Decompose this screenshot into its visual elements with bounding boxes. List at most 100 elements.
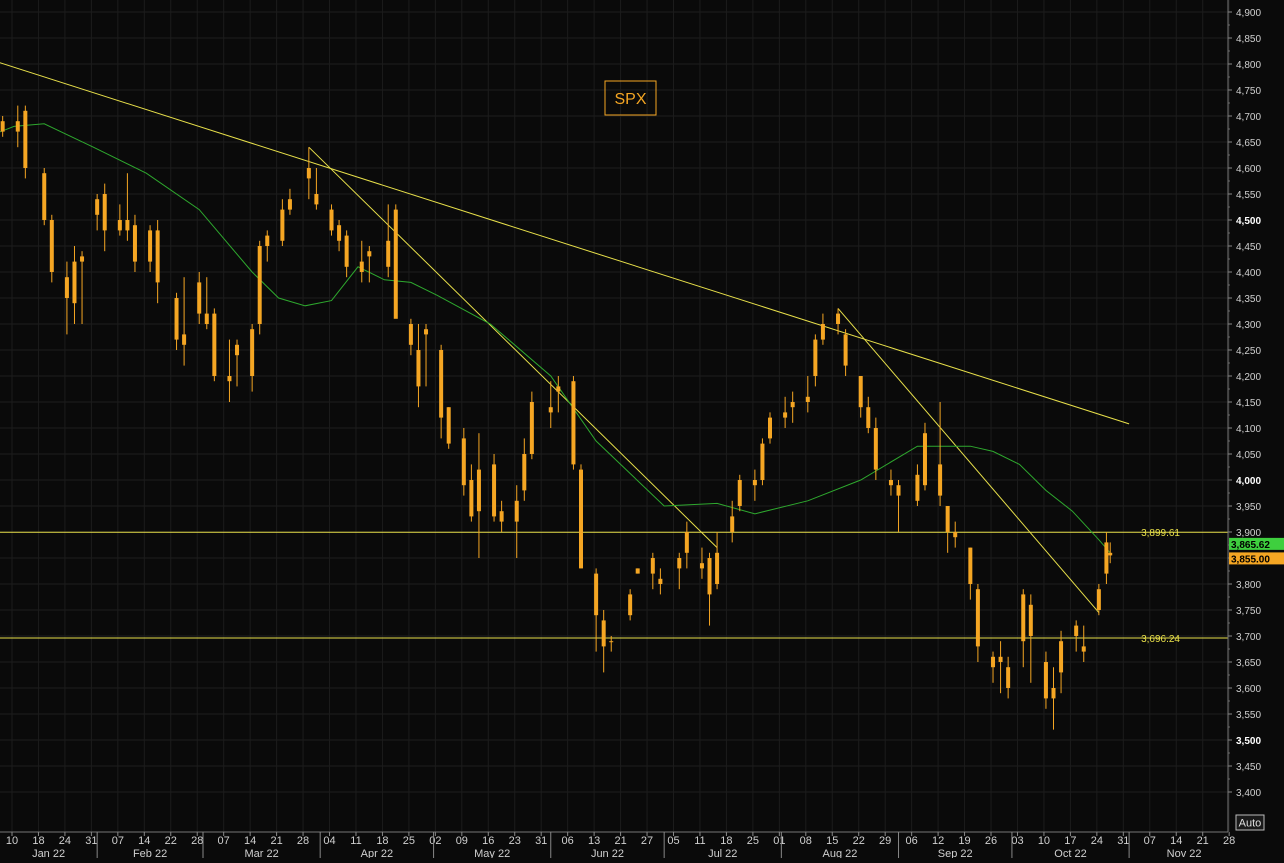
- y-tick-label: 4,200: [1236, 372, 1261, 383]
- candle-body: [424, 329, 429, 335]
- candle-body: [359, 261, 364, 272]
- candle-body: [896, 485, 901, 496]
- candle-body: [125, 220, 130, 231]
- x-tick-label: 14: [1170, 835, 1182, 847]
- candle-body: [915, 474, 920, 501]
- y-tick-label: 3,700: [1236, 632, 1261, 643]
- candle-body: [132, 225, 137, 262]
- ma-line: [0, 123, 1111, 554]
- candle-body: [469, 480, 474, 517]
- candle-body: [873, 428, 878, 470]
- x-tick-label: 10: [6, 835, 18, 847]
- y-tick-label: 4,750: [1236, 86, 1261, 97]
- x-month-label: Nov 22: [1167, 848, 1202, 858]
- candle-body: [968, 547, 973, 584]
- candle-body: [227, 376, 232, 382]
- x-tick-label: 06: [562, 835, 574, 847]
- candle-body: [768, 417, 772, 439]
- candle-body: [658, 578, 663, 584]
- candle-body: [329, 209, 334, 231]
- candle-body: [1028, 604, 1033, 636]
- x-tick-label: 14: [138, 835, 150, 847]
- candle-body: [888, 480, 893, 486]
- y-tick-label: 3,500: [1236, 736, 1261, 747]
- candle-body: [235, 344, 240, 356]
- x-axis: 10 18 24 31 07 14 22 28 07 14 21 28 04 11 18 25 02 09 16 23…: [0, 831, 1235, 860]
- candle-body: [684, 532, 689, 553]
- auto-button[interactable]: Auto: [1235, 814, 1265, 831]
- x-tick-label: 22: [853, 835, 865, 847]
- candle-body: [174, 298, 179, 340]
- candle-body: [439, 350, 444, 418]
- candle-body: [280, 209, 285, 241]
- x-tick-label: 28: [1223, 835, 1235, 847]
- candle-body: [204, 313, 209, 324]
- candle-body: [42, 173, 47, 220]
- level-label: 3,899.61: [1141, 528, 1180, 539]
- candle-body: [337, 225, 342, 241]
- grid-layer: [0, 0, 1230, 832]
- x-tick-label: 18: [376, 835, 388, 847]
- y-tick-label: 3,400: [1236, 788, 1261, 799]
- x-month-label: Apr 22: [361, 848, 393, 858]
- y-tick-label: 4,450: [1236, 242, 1261, 253]
- x-tick-label: 24: [59, 835, 71, 847]
- candle-body: [790, 402, 795, 408]
- y-tick-label: 4,050: [1236, 450, 1261, 461]
- candle-body: [476, 469, 481, 512]
- candle-body: [866, 407, 871, 428]
- candles: [0, 105, 1113, 730]
- candle-body: [922, 433, 927, 486]
- candle-body: [416, 350, 421, 387]
- trendline: [0, 62, 1130, 425]
- candle-body: [446, 407, 451, 444]
- x-tick-label: 21: [614, 835, 626, 847]
- candle-body: [514, 500, 519, 522]
- x-tick-label: 24: [1091, 835, 1103, 847]
- x-tick-label: 11: [694, 835, 705, 847]
- candle-body: [998, 656, 1003, 662]
- candle-body: [1096, 589, 1101, 610]
- candle-body: [760, 443, 765, 480]
- y-tick-label: 3,600: [1236, 684, 1261, 695]
- y-tick-label: 4,600: [1236, 164, 1261, 175]
- y-tick-label: 4,250: [1236, 346, 1261, 357]
- candle-body: [699, 563, 704, 569]
- candle-body: [95, 199, 100, 215]
- candle-body: [306, 168, 311, 179]
- x-tick-label: 27: [641, 835, 653, 847]
- candle-body: [250, 329, 255, 376]
- x-tick-label: 25: [747, 835, 759, 847]
- x-month-label: Mar 22: [244, 848, 278, 858]
- candle-body: [820, 324, 825, 340]
- candle-body: [148, 230, 153, 262]
- x-tick-label: 31: [85, 835, 97, 847]
- x-tick-label: 02: [429, 835, 441, 847]
- chart-title: SPX: [614, 91, 646, 108]
- x-tick-label: 21: [270, 835, 282, 847]
- candle-body: [117, 220, 122, 231]
- candle-body: [975, 589, 980, 647]
- price-tag-bg: [1229, 537, 1284, 550]
- y-tick-label: 4,100: [1236, 424, 1261, 435]
- y-tick-label: 4,550: [1236, 190, 1261, 201]
- candle-body: [80, 256, 85, 262]
- x-tick-label: 31: [535, 835, 547, 847]
- candle-body: [64, 277, 69, 298]
- candle-body: [522, 454, 527, 491]
- y-tick-label: 4,400: [1236, 268, 1261, 279]
- y-tick-label: 4,300: [1236, 320, 1261, 331]
- candle-body: [628, 594, 633, 616]
- y-tick-label: 3,550: [1236, 710, 1261, 721]
- x-month-label: Oct 22: [1054, 848, 1086, 858]
- candle-body: [72, 261, 77, 304]
- candle-body: [1051, 688, 1056, 699]
- price-tag-bg: [1229, 552, 1284, 565]
- candle-body: [393, 209, 398, 319]
- candle-body: [601, 620, 606, 647]
- candle-body: [1108, 552, 1113, 556]
- candle-body: [0, 121, 5, 132]
- title-box: SPX: [604, 80, 657, 116]
